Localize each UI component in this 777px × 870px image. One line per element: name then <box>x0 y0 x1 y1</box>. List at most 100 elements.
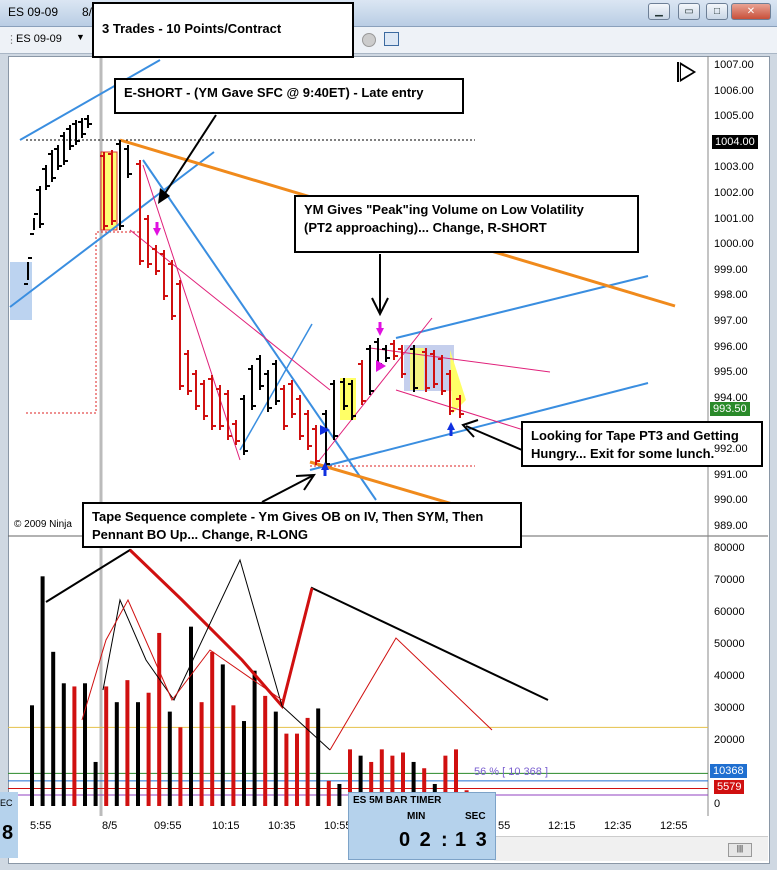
long-diamond-icon <box>320 425 330 435</box>
timer-separator: : <box>441 829 448 851</box>
volume-bar <box>104 686 109 806</box>
price-tick-label: 994.00 <box>714 391 748 404</box>
instrument-selector[interactable]: ES 09-09 <box>16 33 62 45</box>
volume-bar <box>125 680 130 806</box>
price-tag-last: 993.50 <box>710 402 750 416</box>
volume-bar <box>136 702 140 806</box>
volume-panel <box>8 548 708 806</box>
horizontal-scrollbar[interactable]: ||| <box>494 836 768 861</box>
tape-seq-pointer <box>261 475 313 503</box>
volume-bar <box>348 749 352 806</box>
ym-peak-pointer-head <box>371 297 389 317</box>
volume-bar <box>61 683 66 806</box>
volume-bar <box>337 783 342 806</box>
volume-swing-red-2 <box>329 637 493 751</box>
time-axis: 5:55 8/5 09:55 10:15 10:35 10:55 55 12:15 12:35 1… <box>8 818 708 834</box>
volume-bar <box>295 733 299 806</box>
pt3-pointer-head <box>461 419 479 438</box>
data-box-icon[interactable] <box>384 32 399 46</box>
price-tick-label: 989.00 <box>714 519 748 532</box>
volume-bar <box>369 761 374 806</box>
price-tick-label: 1001.00 <box>714 212 754 225</box>
bar-timer-title: ES 5M BAR TIMER <box>353 795 442 806</box>
timer-min-label: MIN <box>407 811 426 822</box>
tape-seq-pointer-head <box>295 473 316 491</box>
price-tick-label: 990.00 <box>714 494 748 507</box>
volume-tick-label: 60000 <box>714 606 745 618</box>
volume-tick-label: 70000 <box>714 574 745 586</box>
play-icon[interactable] <box>677 62 701 82</box>
window-title-extra: 8/ <box>82 5 93 19</box>
volume-bar <box>51 651 56 806</box>
volume-bar <box>30 705 34 806</box>
volume-tick-label: 80000 <box>714 542 745 554</box>
toolbar-grip-icon: ⋮ <box>6 34 17 46</box>
ym-peak-callout: YM Gives "Peak"ing Volume on Low Volatil… <box>294 195 639 253</box>
volume-bar <box>146 692 151 806</box>
window-title: ES 09-09 <box>8 5 59 19</box>
tape-pt3-callout: Looking for Tape PT3 and Getting Hungry.… <box>521 421 763 467</box>
eshort-pointer-head <box>158 188 170 204</box>
volume-bar <box>189 626 193 806</box>
tape-seq-callout: Tape Sequence complete - Ym Gives OB on … <box>82 502 522 548</box>
left-panel-label: EC <box>0 798 13 808</box>
volume-bar <box>93 761 98 806</box>
time-tick-label: 8/5 <box>102 820 118 832</box>
exit-signal-arrow <box>447 422 455 430</box>
price-tick-label: 1000.00 <box>714 238 754 251</box>
price-tick-label: 1007.00 <box>714 59 754 71</box>
restore-icon[interactable]: ▭ <box>678 3 700 20</box>
volume-bar <box>422 768 427 806</box>
price-axis: 1007.00 1006.00 1005.00 1003.00 1002.00 1001.… <box>708 56 768 536</box>
bar-timer-panel: ES 5M BAR TIMER MIN SEC 0 2 : 1 3 <box>348 792 496 860</box>
stop-dashed-line <box>26 231 140 414</box>
volume-bar <box>231 705 236 806</box>
volume-tick-label: 30000 <box>714 702 745 714</box>
price-tick-label: 998.00 <box>714 289 748 302</box>
time-tick-label: 55 <box>498 820 511 832</box>
volume-bar <box>411 761 416 806</box>
close-icon[interactable]: ✕ <box>731 3 771 20</box>
time-tick-label: 09:55 <box>154 820 182 832</box>
copyright-label: © 2009 Ninja <box>14 519 72 530</box>
short-diamond-icon <box>376 360 386 372</box>
record-icon[interactable] <box>362 33 376 47</box>
reshort-signal-arrow <box>376 328 384 336</box>
eshort-callout-text: E-SHORT - (YM Gave SFC @ 9:40ET) - Late … <box>124 85 424 100</box>
volume-bar <box>242 721 246 806</box>
volume-bar <box>178 727 183 806</box>
timer-sec-value: 1 3 <box>455 829 489 851</box>
volume-bar <box>220 664 225 806</box>
volume-bar <box>40 576 45 806</box>
price-tick-label: 991.00 <box>714 468 748 481</box>
scrollbar-thumb[interactable]: ||| <box>728 843 752 857</box>
volume-bar <box>83 683 87 806</box>
chevron-down-icon[interactable]: ▼ <box>76 32 85 42</box>
volume-bar <box>210 651 215 806</box>
trades-callout-text: 3 Trades - 10 Points/Contract <box>102 21 282 36</box>
tape-seq-line-2: Pennant BO Up... Change, R-LONG <box>92 527 308 542</box>
volume-bar <box>284 733 289 806</box>
time-tick-label: 5:55 <box>30 820 52 832</box>
volume-bar <box>252 670 257 806</box>
exit-highlight <box>450 350 466 414</box>
price-tick-label: 1003.00 <box>714 161 754 174</box>
price-tick-label: 999.00 <box>714 263 748 276</box>
long-signal-arrow <box>321 462 329 470</box>
ym-peak-line-2: (PT2 approaching)... Change, R-SHORT <box>304 220 547 235</box>
time-tick-label: 10:15 <box>212 820 240 832</box>
price-tick-label: 1002.00 <box>714 187 754 199</box>
left-timer-panel: EC 8 <box>0 792 18 858</box>
volume-bar <box>401 752 405 806</box>
volume-bar <box>390 755 395 806</box>
blue-trendline-top <box>19 59 161 141</box>
eshort-pointer <box>161 114 217 199</box>
maximize-icon[interactable]: □ <box>706 3 728 20</box>
timer-sec-label: SEC <box>465 811 486 822</box>
time-tick-label: 12:35 <box>604 820 632 832</box>
volume-bar <box>379 749 384 806</box>
price-tick-label: 1006.00 <box>714 84 754 97</box>
volume-axis: 8000070000600005000040000300002000010000… <box>708 540 768 810</box>
minimize-icon[interactable]: ▁ <box>648 3 670 20</box>
